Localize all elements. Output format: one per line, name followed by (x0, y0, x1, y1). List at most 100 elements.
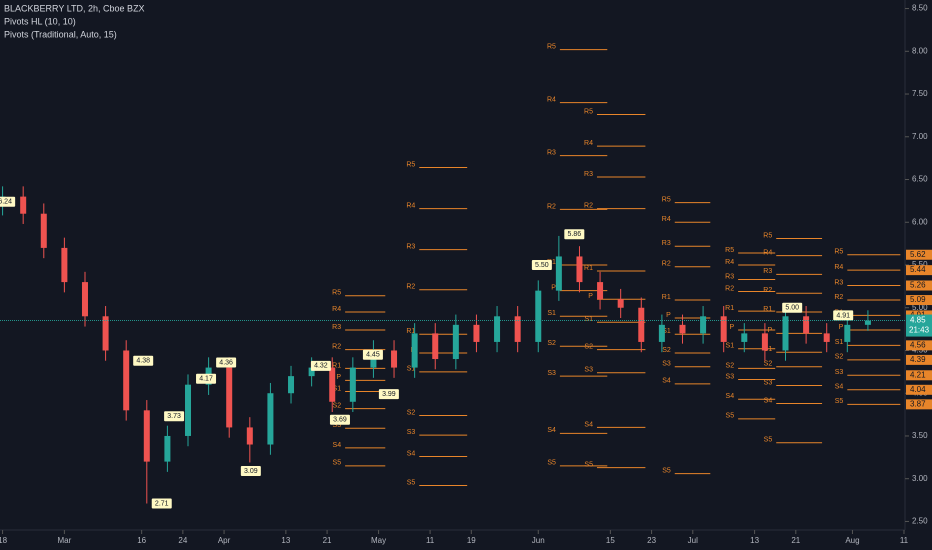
candle-body (288, 376, 295, 394)
pivot-hl-label: 3.69 (333, 417, 347, 424)
pivot-level-name: S3 (584, 367, 593, 374)
pivot-axis-label: 4.04 (910, 385, 926, 394)
x-tick-label: 21 (323, 536, 332, 545)
pivot-level-name: R5 (332, 290, 341, 297)
pivot-level-name: S4 (407, 450, 416, 457)
pivot-level-name: R5 (547, 43, 556, 50)
candle-body (40, 213, 47, 248)
pivot-level-name: P (839, 324, 844, 331)
x-tick-label: Aug (845, 536, 859, 545)
pivot-level-name: R4 (662, 216, 671, 223)
pivot-level-name: S5 (584, 461, 593, 468)
candle-body (61, 247, 68, 283)
candle-body (246, 427, 253, 445)
candle-body (535, 290, 542, 342)
pivot-axis-tag (906, 249, 932, 260)
x-tick-label: 13 (281, 536, 290, 545)
pivot-level-name: P (768, 327, 773, 334)
pivot-level-name: R2 (406, 284, 415, 291)
candle-body (844, 324, 851, 342)
y-tick-label: 7.00 (912, 132, 928, 141)
pivot-hl-label: 4.32 (314, 363, 328, 370)
candle-body (741, 333, 748, 342)
pivot-hl-label: 5.86 (568, 231, 582, 238)
pivot-level-name: S4 (547, 427, 556, 434)
pivot-level-name: S1 (662, 328, 671, 335)
pivot-hl-tag (240, 466, 261, 477)
candle-body (123, 350, 130, 411)
pivot-level-name: R1 (584, 265, 593, 272)
x-tick-label: Jun (532, 536, 545, 545)
candle-body (308, 367, 315, 377)
pivot-level-name: S4 (726, 393, 735, 400)
x-tick-label: Jul (688, 536, 698, 545)
candle-body (411, 333, 418, 368)
pivot-level-name: R1 (332, 362, 341, 369)
pivot-hl-label: 4.45 (366, 352, 380, 359)
candle-body (761, 333, 768, 351)
pivot-level-name: S2 (764, 361, 773, 368)
pivot-axis-label: 5.26 (910, 281, 926, 290)
pivot-level-name: R2 (332, 343, 341, 350)
pivot-axis-label: 4.56 (910, 340, 926, 349)
pivot-level-name: S5 (835, 398, 844, 405)
pivot-hl-tag (310, 360, 331, 371)
pivot-level-name: R5 (725, 247, 734, 254)
candle-body (803, 316, 810, 334)
pivot-hl-label: 6.24 (0, 199, 12, 206)
pivot-hl-tag (164, 411, 185, 422)
pivot-hl-tag (782, 302, 803, 313)
last-price-tag (906, 314, 932, 337)
pivot-level-name: S5 (662, 467, 671, 474)
pivot-level-name: S2 (547, 340, 556, 347)
x-tick-label: May (371, 536, 386, 545)
pivot-level-name: R1 (763, 306, 772, 313)
candle-body (864, 320, 871, 325)
pivot-level-name: S5 (407, 479, 416, 486)
pivot-level-name: P (588, 293, 593, 300)
pivot-axis-label: 3.87 (910, 399, 926, 408)
pivot-level-name: S3 (764, 379, 773, 386)
pivot-level-name: P (336, 374, 341, 381)
pivot-level-name: R3 (406, 243, 415, 250)
last-price-label: 4.85 (910, 316, 926, 325)
y-tick-label: 5.00 (912, 303, 928, 312)
candle-body (638, 307, 645, 342)
pivot-level-name: S4 (835, 384, 844, 391)
candle-body (452, 324, 459, 360)
pivot-level-name: S4 (584, 421, 593, 428)
pivot-level-name: S1 (835, 339, 844, 346)
pivot-level-name: R3 (547, 149, 556, 156)
pivot-level-name: S3 (333, 422, 342, 429)
pivot-axis-label: 4.39 (910, 355, 926, 364)
pivot-level-name: R4 (584, 140, 593, 147)
pivot-level-name: R2 (763, 287, 772, 294)
x-tick-label: 15 (606, 536, 615, 545)
pivot-level-name: S2 (835, 354, 844, 361)
pivot-level-name: R2 (584, 202, 593, 209)
pivot-level-name: S3 (662, 361, 671, 368)
pivot-hl-label: 4.38 (136, 358, 150, 365)
pivot-hl-label: 5.50 (535, 262, 549, 269)
pivot-level-name: R4 (834, 264, 843, 271)
pivot-axis-label: 5.09 (910, 295, 926, 304)
pivot-level-name: S1 (333, 385, 342, 392)
pivot-hl-tag (362, 349, 383, 360)
candle-body (494, 316, 501, 342)
pivot-level-name: R2 (547, 203, 556, 210)
pivot-hl-tag (378, 389, 399, 400)
pivot-axis-label: 5.62 (910, 250, 926, 259)
x-tick-label: 21 (791, 536, 800, 545)
pivot-level-name: R3 (834, 279, 843, 286)
pivot-hl-tag (151, 498, 172, 509)
pivot-level-name: S4 (333, 442, 342, 449)
chart-title: BLACKBERRY LTD, 2h, Cboe BZX (4, 3, 145, 13)
pivot-level-name: S3 (547, 370, 556, 377)
pivot-level-name: S1 (726, 343, 735, 350)
candle-body (20, 196, 27, 214)
pivot-hl-label: 2.71 (155, 500, 169, 507)
pivot-level-name: R4 (763, 249, 772, 256)
x-tick-label: 11 (426, 536, 435, 545)
